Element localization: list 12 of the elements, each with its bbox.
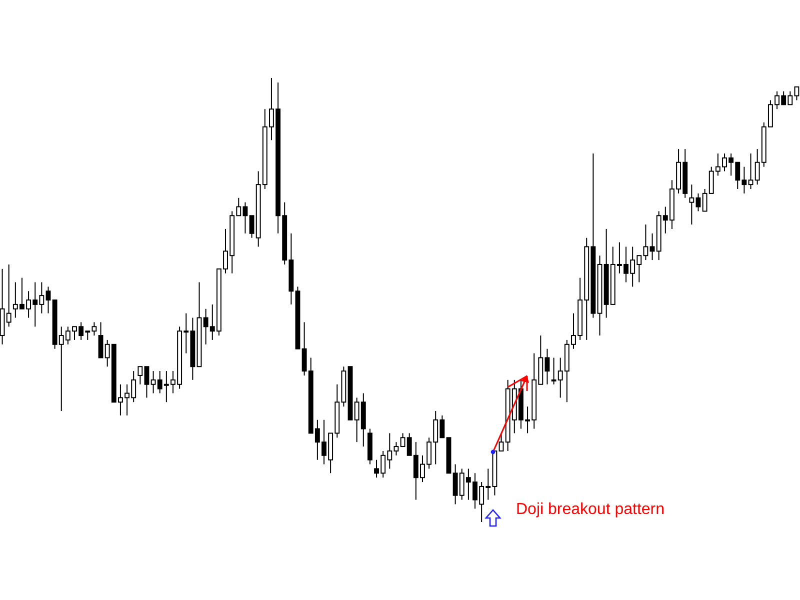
annotation: Doji breakout pattern [516, 501, 665, 518]
candlestick [98, 322, 104, 358]
candlestick [689, 184, 694, 226]
candlestick [138, 366, 143, 385]
candlestick [696, 192, 701, 212]
candlestick [544, 348, 550, 385]
candlestick [249, 215, 254, 238]
candlestick [144, 366, 150, 398]
candlestick [498, 432, 504, 452]
candlestick [650, 232, 655, 261]
candlestick [748, 152, 754, 190]
candlestick [46, 286, 51, 314]
